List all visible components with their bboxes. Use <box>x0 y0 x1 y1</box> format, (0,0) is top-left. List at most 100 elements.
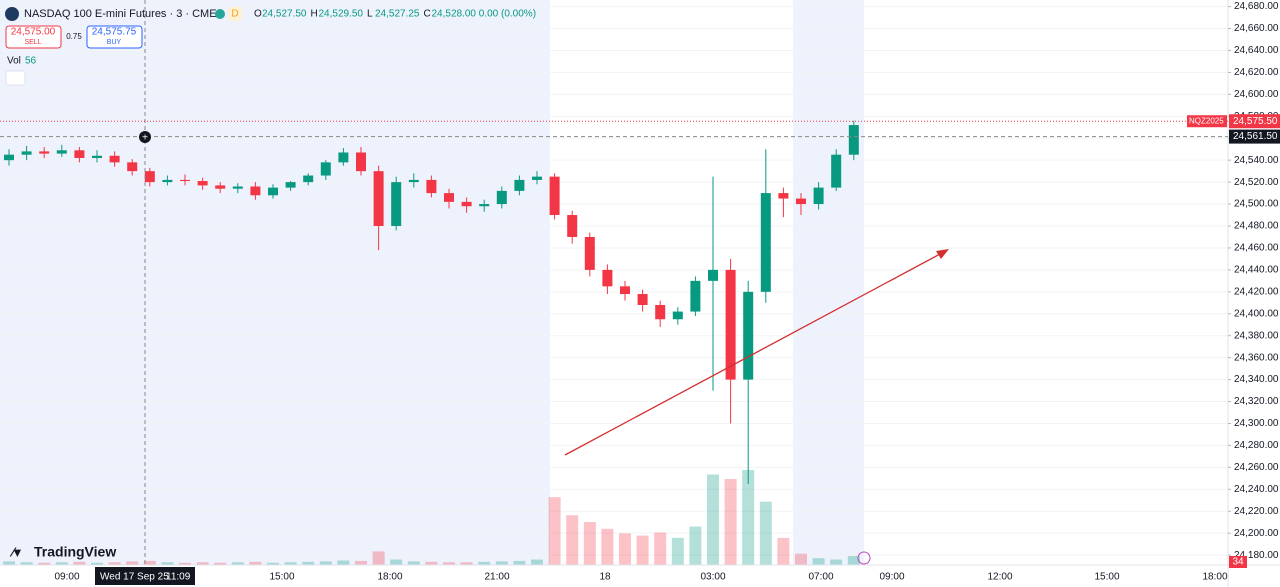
x-tick-label: 18 <box>599 572 611 583</box>
volume-bar <box>425 561 438 565</box>
sell-price[interactable]: 24,575.00 <box>11 27 56 38</box>
sell-button[interactable] <box>5 25 62 49</box>
x-tick-label: 07:00 <box>808 572 833 583</box>
crosshair-price-box <box>1229 129 1280 144</box>
y-tick-label: 24,240.00 <box>1234 484 1279 495</box>
spread: 0.75 <box>66 32 82 41</box>
volume-bar <box>671 537 684 565</box>
brand-logo: ⁄▾ <box>9 544 21 559</box>
candle-body <box>356 152 366 172</box>
volume-bar <box>495 561 508 565</box>
candle-body <box>250 186 261 196</box>
brand: TradingView <box>34 544 116 560</box>
ohlc-key: O <box>254 9 262 20</box>
y-tick-label: 24,420.00 <box>1234 286 1279 297</box>
candle-body <box>373 171 384 226</box>
volume-bar <box>161 562 174 565</box>
last-price: 24,575.50 <box>1233 116 1278 127</box>
candle-body <box>144 171 155 183</box>
y-tick-label: 24,640.00 <box>1234 45 1279 56</box>
trend-arrow <box>564 253 941 456</box>
volume-bar <box>513 560 526 565</box>
volume-bar <box>847 555 860 565</box>
candle-body <box>338 152 349 163</box>
volume-bar <box>73 561 86 565</box>
volume-bar <box>126 561 139 565</box>
volume-bar <box>478 561 491 565</box>
y-tick-label: 24,520.00 <box>1234 177 1279 188</box>
volume-bar <box>724 479 737 565</box>
y-tick-label: 24,540.00 <box>1234 155 1279 166</box>
candle-body <box>690 280 701 312</box>
candle-body <box>74 150 85 158</box>
sell-label[interactable]: SELL <box>24 39 41 46</box>
last-price-box <box>1229 114 1280 129</box>
y-tick-label: 24,600.00 <box>1234 89 1279 100</box>
ohlc-value: 24,529.50 <box>319 9 364 20</box>
badge: 34 <box>1232 557 1244 568</box>
x-tick-label: 18:00 <box>1202 572 1227 583</box>
volume-bar <box>812 558 825 565</box>
candle-body <box>584 236 595 270</box>
plus[interactable]: + <box>142 133 148 144</box>
contract-box <box>1187 115 1227 128</box>
candle-body <box>391 182 402 226</box>
x-tick-label: 09:00 <box>879 572 904 583</box>
volume-bar <box>654 532 667 565</box>
candle-body <box>778 193 789 199</box>
candle-body <box>708 269 718 281</box>
candle-body <box>303 175 314 183</box>
y-tick-label: 24,340.00 <box>1234 374 1279 385</box>
candle-body <box>602 269 613 287</box>
candle-body <box>285 182 296 188</box>
x-tick-label: 15:00 <box>1094 572 1119 583</box>
volume-bar <box>38 562 51 565</box>
crosshair-time-box <box>95 567 195 585</box>
candle-body <box>4 154 14 161</box>
volume-bar <box>319 561 332 565</box>
y-tick-label: 24,260.00 <box>1234 462 1279 473</box>
ohlc-key: H <box>311 9 318 20</box>
candle-body <box>408 179 419 183</box>
candle-body <box>796 198 806 205</box>
candle-body <box>162 179 173 183</box>
crosshair-price: 24,561.50 <box>1233 131 1278 142</box>
status-dot <box>215 9 225 19</box>
candle-body <box>672 311 683 320</box>
candle-body <box>444 193 454 202</box>
y-tick-label: 24,360.00 <box>1234 352 1279 363</box>
time-axis <box>0 565 1280 587</box>
volume-bar <box>143 560 156 565</box>
ohlc-value: 24,527.50 <box>262 9 307 20</box>
add-button[interactable] <box>139 131 151 143</box>
y-tick-label: 24,180.00 <box>1234 550 1279 561</box>
volume-bar <box>390 559 403 565</box>
symbol-logo <box>5 7 19 21</box>
candle-body <box>637 294 648 305</box>
buy-button[interactable] <box>86 25 143 49</box>
y-tick-label: 24,220.00 <box>1234 506 1279 517</box>
candle-body <box>197 181 208 186</box>
candle-body <box>461 201 472 207</box>
y-tick-label: 24,620.00 <box>1234 67 1279 78</box>
y-tick-label: 24,280.00 <box>1234 440 1279 451</box>
buy-label[interactable]: BUY <box>107 39 122 46</box>
candle-body <box>232 186 243 189</box>
candle-body <box>620 286 630 295</box>
y-tick-label: 24,440.00 <box>1234 265 1279 276</box>
volume-bar <box>3 561 15 565</box>
volume-bar <box>795 553 807 565</box>
candle-body <box>92 155 102 158</box>
y-tick-label: 24,660.00 <box>1234 23 1279 34</box>
events-icon[interactable] <box>857 551 871 565</box>
candle-body <box>760 193 771 292</box>
candle-body <box>725 269 736 380</box>
collapse-button[interactable] <box>5 70 26 86</box>
contract: NQZ2025 <box>1189 116 1224 125</box>
crosshair-clock: 11:09 <box>166 572 191 583</box>
x-tick-label: 21:00 <box>484 572 509 583</box>
volume-label: Vol <box>7 56 21 67</box>
buy-price[interactable]: 24,575.75 <box>92 27 137 38</box>
volume-bar <box>249 561 262 565</box>
